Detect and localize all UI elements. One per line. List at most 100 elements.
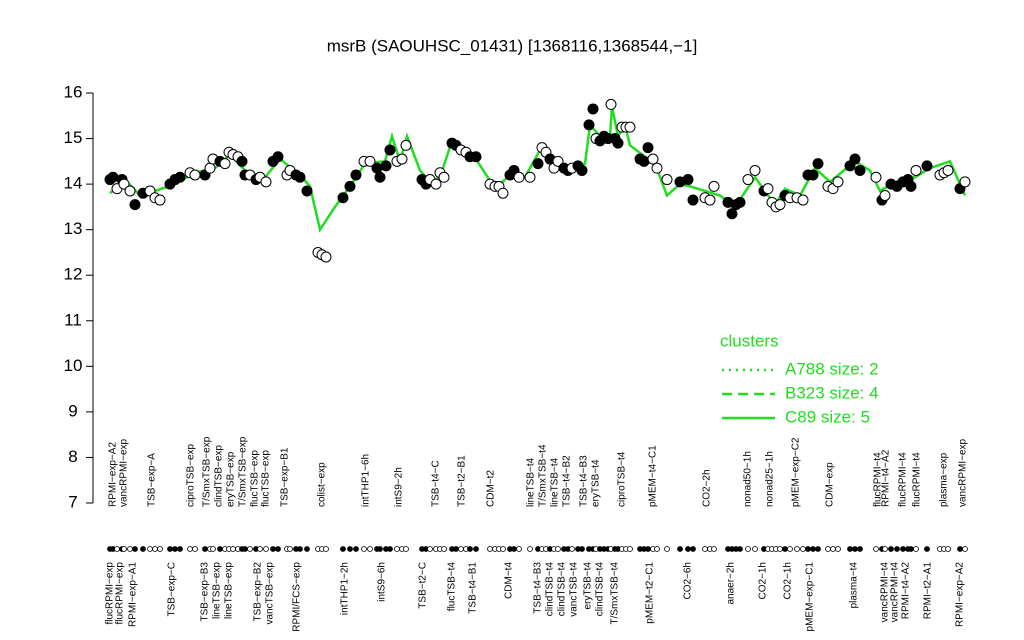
top-label: RPMI−exp−A2 [108,442,119,507]
rug-dot [516,546,522,552]
rug-dot [645,546,651,552]
bottom-label: eryTSB−t4 [583,562,594,610]
top-label: T/SmxTSB−exp [238,436,249,507]
rug-dot [152,546,158,552]
rug-dot [711,546,717,552]
point [910,164,922,176]
bottom-label: flucRPMI−exp [115,562,126,625]
bottom-label: lineTSB−exp [212,562,223,619]
point [749,164,761,176]
point [513,171,525,183]
rug-dot [323,546,329,552]
bottom-label: vancTSB−t4 [569,562,580,617]
point [552,155,564,167]
point [638,155,650,167]
bottom-label: vancRPMI−t4 [880,562,891,623]
top-label: intS9−2h [394,467,405,507]
point [734,196,746,208]
point [942,164,954,176]
top-label: eryTSB−t4 [591,459,602,507]
top-label: T/SmxTSB−t4 [538,444,549,507]
rug-dot [403,546,409,552]
point [107,171,119,183]
top-label: clindTSB−exp [214,445,225,507]
bottom-label: RPMI−t4−A2 [901,562,912,620]
rug-dot [247,546,253,552]
top-label: TSB−t4−B3 [579,455,590,507]
rug-dot [857,546,863,552]
point [687,194,699,206]
rug-dot [467,546,473,552]
y-tick-label: 7 [68,492,77,511]
top-label: T/SmxTSB−exp [202,436,213,507]
top-label: lineTSB−t4 [550,457,561,507]
bottom-label: RPMI−exp−A2 [955,562,966,627]
bottom-label: TSB−exp−C [167,562,178,616]
top-label: TSB−t4−C [431,460,442,507]
point [260,176,272,188]
bottom-label: intTHP1−2h [340,562,351,615]
rug-dot [913,546,919,552]
y-tick-label: 14 [64,174,83,193]
rug-dot [257,546,263,552]
bottom-label: plasma−t4 [849,562,860,609]
rug-dot [810,546,816,552]
rug-dot [957,546,963,552]
point [642,142,654,154]
point [371,162,383,174]
top-label: ciproTSB−t4 [617,451,628,507]
point [272,151,284,163]
legend-title: clusters [720,331,779,350]
bottom-label: clindTSB−t4 [595,562,606,617]
rug-dot [210,546,216,552]
rug-dot [794,546,800,552]
point [870,171,882,183]
top-label: flucRPMI−t4 [898,452,909,507]
rug-dot [945,546,951,552]
rug-dot [569,546,575,552]
top-label: vancRPMI−exp [958,438,969,507]
rug-dot [677,546,683,552]
rug-dot [685,546,691,552]
top-label: eryTSB−exp [226,451,237,507]
top-label: pMEM−exp−C2 [791,437,802,507]
bottom-label: CDM−t4 [504,562,515,599]
rug-dot [873,546,879,552]
top-label: pMEM−t4−C1 [648,445,659,507]
bottom-label: RPMI/FCS−exp [292,562,303,632]
rug-dot [473,546,479,552]
point [807,169,819,181]
top-label: ciproTSB−exp [186,443,197,507]
rug-dot [830,546,836,552]
point [587,103,599,115]
point [380,160,392,172]
top-label: plasma−exp [939,452,950,507]
rug-dot [888,546,894,552]
rug-dot [377,546,383,552]
point [647,153,659,165]
rug-dot [230,546,236,552]
point [742,174,754,186]
rug-dot [777,546,783,552]
y-tick-label: 11 [64,310,82,329]
bottom-label: CO2−6h [683,562,694,600]
y-tick-label: 15 [64,128,83,147]
bottom-label: TSB−exp−B2 [253,562,264,622]
rug-dot [527,546,533,552]
rug-dot [427,546,433,552]
point [624,121,636,133]
bottom-label: T/SmxTSB−t4 [610,562,621,625]
rug-dot [340,546,346,552]
top-label: RPMI−t4−A2 [881,449,892,507]
bottom-label: clindTSB−t4 [557,562,568,617]
rug-dot [579,546,585,552]
top-label: vancRPMI−exp [119,438,130,507]
top-label: colist−exp [317,462,328,507]
top-label: lineTSB−t4 [526,457,537,507]
point [854,164,866,176]
rug-dot [847,546,853,552]
point [797,194,809,206]
top-label: nonad50−1h [743,451,754,507]
rug-dot [287,546,293,552]
rug-dot [157,546,163,552]
